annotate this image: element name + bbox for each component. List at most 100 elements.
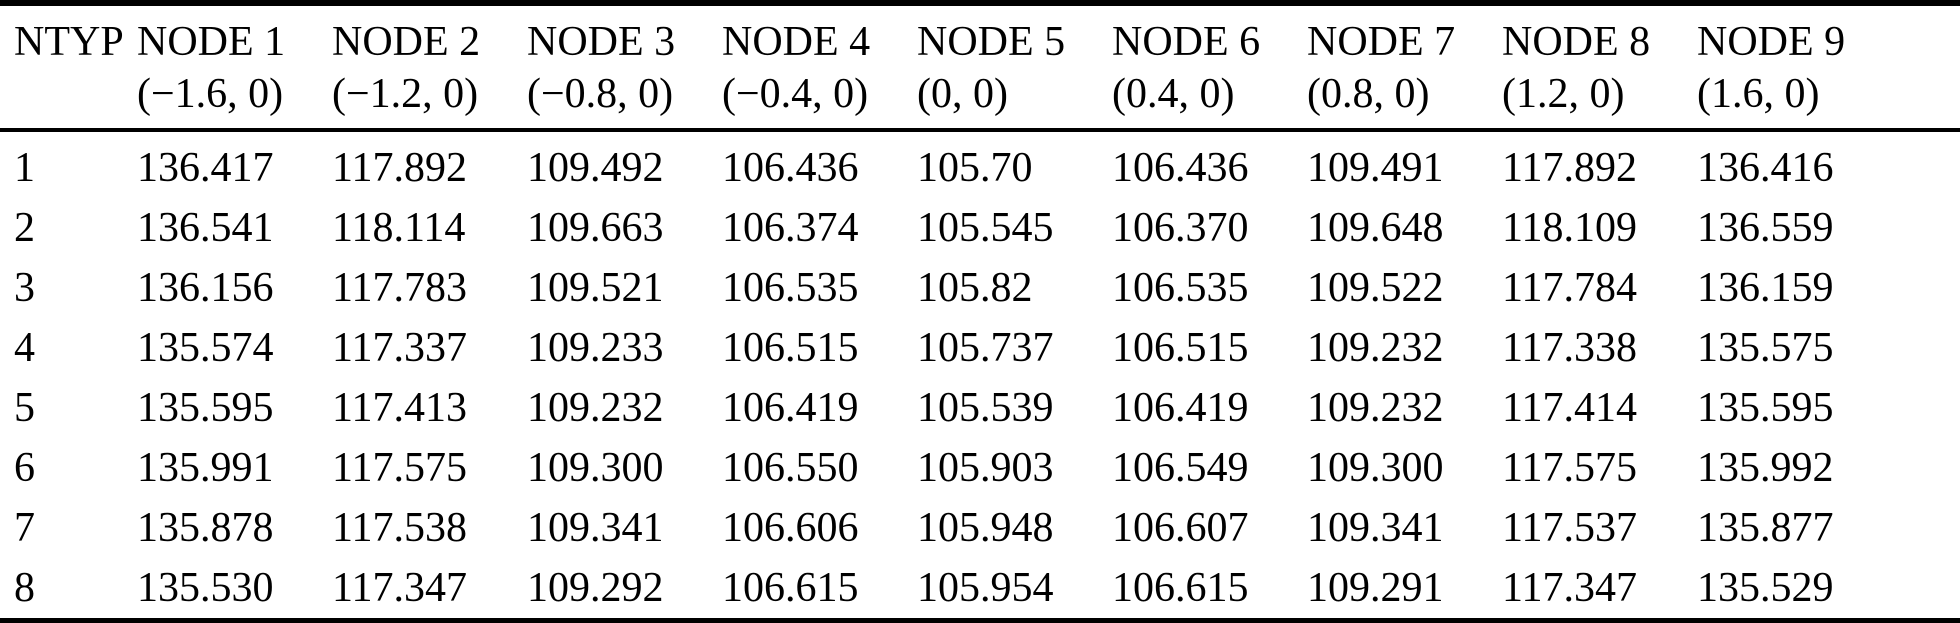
- row-ntyp-label: 5: [14, 385, 35, 431]
- row-ntyp-label: 2: [14, 205, 35, 251]
- column-label: NTYP: [14, 19, 123, 65]
- column-coordinate: [14, 68, 123, 120]
- table-cell: 118.109: [1502, 205, 1637, 251]
- table-cell: 136.417: [137, 145, 274, 191]
- table-cell: 136.559: [1697, 205, 1834, 251]
- table-cell: 136.159: [1697, 265, 1834, 311]
- column-label: NODE 2: [332, 19, 481, 65]
- table-cell: 136.541: [137, 205, 274, 251]
- table-cell: 109.232: [1307, 325, 1444, 371]
- table-cell: 117.338: [1502, 325, 1637, 371]
- table-cell: 106.615: [1112, 565, 1249, 611]
- column-coordinate: (−1.6, 0): [137, 71, 284, 117]
- table-row: 5 135.595 117.413 109.232 106.419 105.539 106.…: [0, 378, 1960, 438]
- table-cell: 135.595: [137, 385, 274, 431]
- table-cell: 109.300: [527, 445, 664, 491]
- table-cell: 117.784: [1502, 265, 1637, 311]
- table-cell: 135.992: [1697, 445, 1834, 491]
- table-row: 7 135.878 117.538 109.341 106.606 105.948 106.…: [0, 498, 1960, 558]
- row-ntyp-label: 8: [14, 565, 35, 611]
- table-cell: 106.606: [722, 505, 859, 551]
- table-cell: 135.574: [137, 325, 274, 371]
- table-cell: 117.783: [332, 265, 467, 311]
- table-cell: 106.549: [1112, 445, 1249, 491]
- table-cell: 109.341: [1307, 505, 1444, 551]
- table-cell: 135.530: [137, 565, 274, 611]
- table-cell: 118.114: [332, 205, 466, 251]
- column-header-node-9: NODE 9 (1.6, 0): [1683, 3, 1960, 132]
- column-label: NODE 8: [1502, 19, 1651, 65]
- table-cell: 106.615: [722, 565, 859, 611]
- table-cell: 106.535: [722, 265, 859, 311]
- column-header-node-8: NODE 8 (1.2, 0): [1488, 3, 1683, 132]
- table-cell: 105.82: [917, 265, 1033, 311]
- column-coordinate: (1.6, 0): [1697, 71, 1820, 117]
- row-ntyp-label: 6: [14, 445, 35, 491]
- column-label: NODE 4: [722, 19, 871, 65]
- column-coordinate: (−0.4, 0): [722, 71, 869, 117]
- table-cell: 117.538: [332, 505, 467, 551]
- table-cell: 109.233: [527, 325, 664, 371]
- table-cell: 117.892: [1502, 145, 1637, 191]
- row-ntyp-label: 7: [14, 505, 35, 551]
- table-cell: 106.374: [722, 205, 859, 251]
- table-cell: 117.347: [332, 565, 467, 611]
- column-header-node-1: NODE 1 (−1.6, 0): [123, 3, 318, 132]
- column-coordinate: (−1.2, 0): [332, 71, 479, 117]
- table-cell: 136.416: [1697, 145, 1834, 191]
- table-cell: 117.575: [332, 445, 467, 491]
- table-cell: 106.515: [1112, 325, 1249, 371]
- table-cell: 135.595: [1697, 385, 1834, 431]
- column-label: NODE 9: [1697, 19, 1846, 65]
- column-header-node-7: NODE 7 (0.8, 0): [1293, 3, 1488, 132]
- table-cell: 117.537: [1502, 505, 1637, 551]
- column-coordinate: (−0.8, 0): [527, 71, 674, 117]
- column-header-node-5: NODE 5 (0, 0): [903, 3, 1098, 132]
- table-cell: 117.347: [1502, 565, 1637, 611]
- table-cell: 109.300: [1307, 445, 1444, 491]
- table-row: 6 135.991 117.575 109.300 106.550 105.903 106.…: [0, 438, 1960, 498]
- table-cell: 135.575: [1697, 325, 1834, 371]
- table-cell: 105.954: [917, 565, 1054, 611]
- table-cell: 109.648: [1307, 205, 1444, 251]
- table-cell: 106.370: [1112, 205, 1249, 251]
- table-cell: 106.419: [1112, 385, 1249, 431]
- table-cell: 135.877: [1697, 505, 1834, 551]
- table-cell: 135.529: [1697, 565, 1834, 611]
- column-header-node-6: NODE 6 (0.4, 0): [1098, 3, 1293, 132]
- table-cell: 117.337: [332, 325, 467, 371]
- column-coordinate: (0.8, 0): [1307, 71, 1430, 117]
- table-cell: 106.550: [722, 445, 859, 491]
- column-label: NODE 3: [527, 19, 676, 65]
- table-body: 1 136.417 117.892 109.492 106.436 105.70 106.4…: [0, 130, 1960, 621]
- row-ntyp-label: 3: [14, 265, 35, 311]
- table-cell: 109.492: [527, 145, 664, 191]
- table-cell: 117.414: [1502, 385, 1637, 431]
- table-cell: 135.991: [137, 445, 274, 491]
- table-cell: 109.491: [1307, 145, 1444, 191]
- column-header-node-4: NODE 4 (−0.4, 0): [708, 3, 903, 132]
- column-label: NODE 7: [1307, 19, 1456, 65]
- column-label: NODE 1: [137, 19, 286, 65]
- column-label: NODE 5: [917, 19, 1066, 65]
- table-row: 1 136.417 117.892 109.492 106.436 105.70 106.4…: [0, 130, 1960, 198]
- table-cell: 105.903: [917, 445, 1054, 491]
- column-header-ntyp: NTYP: [0, 3, 123, 132]
- table-cell: 109.341: [527, 505, 664, 551]
- column-header-node-3: NODE 3 (−0.8, 0): [513, 3, 708, 132]
- table-cell: 109.232: [527, 385, 664, 431]
- header-row: NTYP NODE 1 (−1.6, 0) NODE 2 (−1.2, 0) NODE 3…: [0, 3, 1960, 132]
- column-header-node-2: NODE 2 (−1.2, 0): [318, 3, 513, 132]
- table-cell: 105.539: [917, 385, 1054, 431]
- table-cell: 106.607: [1112, 505, 1249, 551]
- table-row: 2 136.541 118.114 109.663 106.374 105.545 106.…: [0, 198, 1960, 258]
- table-cell: 117.575: [1502, 445, 1637, 491]
- table-cell: 117.413: [332, 385, 467, 431]
- table-cell: 109.521: [527, 265, 664, 311]
- table-cell: 106.535: [1112, 265, 1249, 311]
- table-cell: 135.878: [137, 505, 274, 551]
- column-coordinate: (1.2, 0): [1502, 71, 1625, 117]
- table-row: 3 136.156 117.783 109.521 106.535 105.82 106.5…: [0, 258, 1960, 318]
- table-cell: 105.737: [917, 325, 1054, 371]
